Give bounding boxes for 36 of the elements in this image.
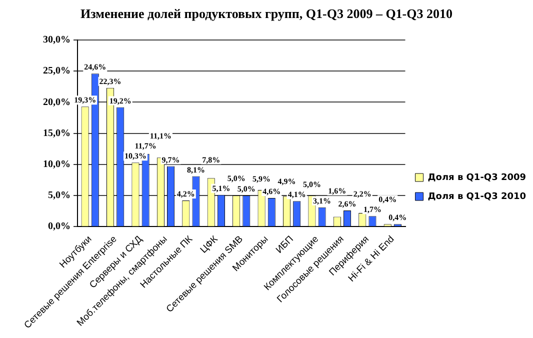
data-label: 7,8% xyxy=(202,155,220,164)
data-label: 5,0% xyxy=(302,180,321,190)
legend-label: Доля в Q1-Q3 2009 xyxy=(428,172,526,183)
y-tick-label: 30,0% xyxy=(43,34,70,46)
data-label: 8,1% xyxy=(186,165,205,174)
data-label: 4,1% xyxy=(288,190,306,200)
chart-title: Изменение долей продуктовых групп, Q1-Q3 2009 – Q1-Q3 2010 xyxy=(79,6,454,22)
data-label: 3,1% xyxy=(313,196,332,206)
data-label: 2,2% xyxy=(353,190,372,199)
data-label: 4,6% xyxy=(262,187,281,196)
data-label: 24,6% xyxy=(84,62,106,72)
y-tick-label: 5,0% xyxy=(48,190,70,202)
y-tick-label: 0,0% xyxy=(48,221,70,232)
data-label: 1,6% xyxy=(328,186,346,196)
data-label: 19,2% xyxy=(109,96,132,106)
y-tick-label: 15,0% xyxy=(43,128,70,139)
data-label: 4,9% xyxy=(278,177,296,186)
data-label: 1,7% xyxy=(363,205,382,214)
data-label: 0,4% xyxy=(388,213,407,222)
data-label: 4,2% xyxy=(176,190,195,199)
data-label: 19,3% xyxy=(74,96,96,105)
data-label: 0,4% xyxy=(378,195,397,204)
y-tick-label: 25,0% xyxy=(43,66,70,77)
data-label: 11,7% xyxy=(134,142,156,151)
data-label: 5,0% xyxy=(227,174,246,183)
data-label: 2,6% xyxy=(338,200,356,209)
y-tick-label: 10,0% xyxy=(43,159,70,170)
data-label: 5,9% xyxy=(252,174,271,184)
data-label: 5,0% xyxy=(237,184,256,194)
data-label: 22,3% xyxy=(99,76,122,86)
data-label: 9,7% xyxy=(162,155,180,164)
legend-label: Доля в Q1-Q3 2010 xyxy=(428,192,526,202)
data-label: 10,3% xyxy=(124,152,146,161)
data-label: 11,1% xyxy=(150,132,172,141)
data-label: 5,1% xyxy=(212,184,230,193)
y-tick-label: 20,0% xyxy=(43,96,70,108)
